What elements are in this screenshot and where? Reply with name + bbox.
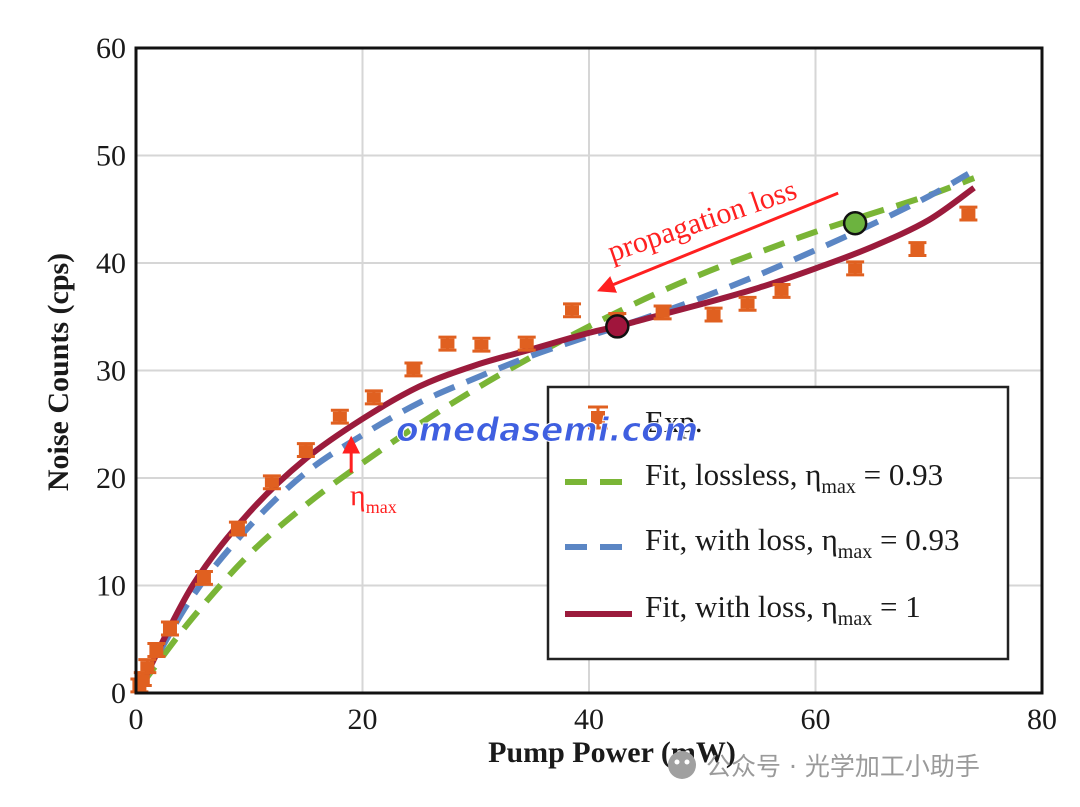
exp-point <box>330 408 349 425</box>
exp-marker <box>149 645 164 655</box>
x-tick-labels: 0 20 40 60 80 <box>129 703 1058 736</box>
highlight-markers <box>605 210 868 339</box>
exp-point <box>563 302 582 319</box>
legend-entry-lossless: Fit, lossless, ηmax = 0.93 <box>565 457 943 498</box>
exp-point <box>738 295 757 312</box>
wechat-icon <box>668 751 696 779</box>
plot-frame <box>134 46 1044 695</box>
legend-label-with-loss-093: Fit, with loss, ηmax = 0.93 <box>645 522 959 563</box>
legend: Exp. Fit, lossless, ηmax = 0.93 Fit, wit… <box>546 385 1010 661</box>
eta-subscript: max <box>366 497 397 517</box>
exp-point <box>194 570 213 586</box>
exp-point <box>364 389 383 406</box>
x-tick-label: 60 <box>801 703 831 736</box>
propagation-loss-arrow <box>596 191 839 293</box>
exp-points <box>130 205 978 694</box>
credit: 公众号 · 光学加工小助手 <box>668 751 980 781</box>
y-tick-label: 60 <box>96 32 126 65</box>
y-tick-label: 20 <box>96 462 126 495</box>
y-tick-label: 40 <box>96 247 126 280</box>
eta-max-label: ηmax <box>350 479 397 517</box>
fit-with-loss-1-curve <box>139 185 976 686</box>
x-tick-label: 80 <box>1027 703 1057 736</box>
exp-marker <box>655 307 670 318</box>
exp-marker <box>366 392 381 403</box>
legend-entry-with-loss-093: Fit, with loss, ηmax = 0.93 <box>565 522 959 563</box>
exp-marker <box>474 339 489 350</box>
x-tick-label: 0 <box>129 703 144 736</box>
legend-entry-exp: Exp. <box>588 404 703 439</box>
watermark: omedasemi.com <box>396 410 698 449</box>
exp-marker <box>740 298 755 309</box>
exp-point <box>147 642 166 658</box>
exp-marker <box>848 263 863 274</box>
exp-marker <box>910 244 925 255</box>
exp-marker <box>774 285 789 296</box>
y-tick-label: 50 <box>96 140 126 173</box>
exp-point <box>908 241 927 257</box>
x-axis-title: Pump Power (mW) <box>488 736 736 769</box>
exp-marker <box>565 305 580 316</box>
fit-lossless-curve <box>139 175 976 687</box>
x-tick-label: 40 <box>574 703 604 736</box>
y-tick-label: 30 <box>96 355 126 388</box>
exp-marker <box>135 674 150 685</box>
legend-label-with-loss-1: Fit, with loss, ηmax = 1 <box>645 589 921 630</box>
exp-point <box>228 520 247 537</box>
exp-marker <box>440 338 455 349</box>
x-tick-label: 20 <box>348 703 378 736</box>
y-tick-label: 10 <box>96 570 126 603</box>
y-tick-label: 0 <box>111 677 126 710</box>
legend-label-exp: Exp. <box>645 404 703 439</box>
exp-marker <box>162 623 177 634</box>
eta-symbol: η <box>350 479 366 512</box>
fit-curves <box>139 171 976 687</box>
exp-point <box>472 336 491 353</box>
exp-marker <box>264 477 279 488</box>
exp-marker <box>706 309 721 320</box>
exp-point <box>846 260 865 277</box>
y-axis-title: Noise Counts (cps) <box>42 253 75 491</box>
exp-marker <box>332 411 347 422</box>
red-point <box>605 314 630 339</box>
exp-point <box>438 335 457 352</box>
y-tick-labels: 0 10 20 30 40 50 60 <box>96 32 126 710</box>
exp-point <box>772 283 791 299</box>
exp-point <box>517 335 536 352</box>
exp-marker <box>196 572 211 583</box>
exp-marker <box>298 445 313 456</box>
exp-marker <box>406 364 421 375</box>
exp-point <box>160 620 179 637</box>
legend-label-lossless: Fit, lossless, ηmax = 0.93 <box>645 457 943 498</box>
exp-point <box>704 306 723 323</box>
exp-point <box>296 442 315 458</box>
exp-point <box>653 304 672 321</box>
exp-marker <box>519 338 534 349</box>
exp-point <box>959 205 978 222</box>
legend-entry-with-loss-1: Fit, with loss, ηmax = 1 <box>565 589 921 630</box>
credit-text: 公众号 · 光学加工小助手 <box>706 752 980 781</box>
exp-marker <box>961 208 976 219</box>
exp-point <box>404 361 423 378</box>
exp-marker <box>230 523 245 534</box>
fit-with-loss-093-curve <box>139 171 970 686</box>
exp-point <box>138 658 157 675</box>
exp-point <box>262 474 281 491</box>
green-point <box>842 210 868 236</box>
exp-marker <box>140 661 155 672</box>
